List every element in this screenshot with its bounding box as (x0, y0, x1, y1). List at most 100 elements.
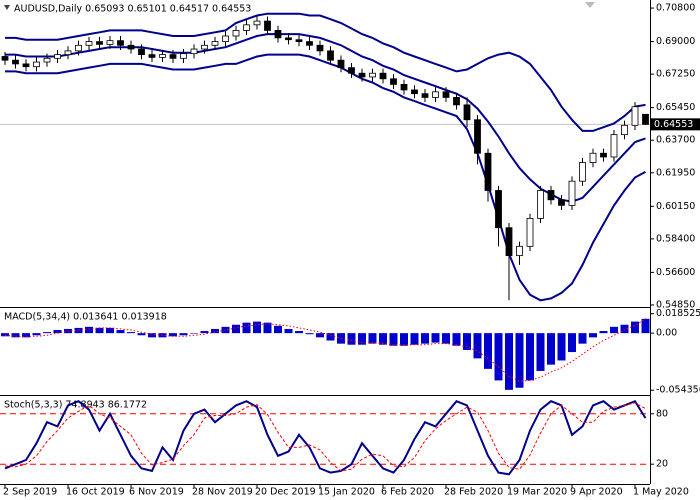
x-tick-label: 16 Oct 2019 (66, 487, 125, 498)
candle-body (43, 57, 51, 63)
x-tick-label: 20 Dec 2019 (255, 487, 316, 498)
macd-bar (1, 333, 9, 337)
y-tick-label: 0.00 (656, 328, 677, 339)
panel-title: AUDUSD,Daily 0.65093 0.65101 0.64517 0.6… (14, 4, 251, 15)
candle-body (337, 59, 345, 69)
macd-bar (274, 325, 282, 334)
candle-body (22, 63, 30, 68)
x-tick-label: 6 Nov 2019 (129, 487, 184, 498)
macd-bar (473, 333, 482, 359)
y-tick-label: 0.56600 (656, 267, 695, 278)
candle-body (621, 124, 628, 136)
candle-body (547, 190, 555, 201)
candle-body (190, 48, 198, 55)
macd-bar (610, 326, 618, 334)
candle-body (285, 37, 292, 41)
candle-body (558, 199, 565, 206)
candle-body (642, 113, 649, 125)
macd-bar (620, 324, 629, 334)
candle-body (537, 190, 544, 219)
candle-body (148, 54, 156, 58)
macd-bar (568, 333, 576, 353)
y-tick-label: 0.018525 (656, 308, 700, 319)
macd-bar (11, 333, 20, 338)
bollinger-band (5, 33, 646, 203)
x-tick-label: 6 Feb 2020 (381, 487, 434, 498)
candle-body (516, 245, 523, 257)
macd-bar (74, 327, 83, 334)
candle-body (358, 72, 366, 78)
candle-body (274, 30, 282, 39)
macd-bar (232, 324, 240, 334)
macd-bar (137, 333, 146, 336)
candle-body (484, 152, 492, 191)
candle-body (180, 53, 187, 59)
candle-body (348, 67, 355, 74)
candle-body (316, 44, 324, 52)
macd-bar (148, 333, 156, 338)
candle-body (327, 50, 334, 61)
macd-bar (515, 333, 524, 388)
macd-bar (253, 321, 261, 334)
candle-body (526, 218, 534, 247)
y-tick-label: -0.054356 (656, 385, 700, 396)
macd-bar (484, 333, 492, 369)
candle-body (201, 44, 208, 50)
shift-marker (585, 2, 595, 8)
macd-bar (536, 333, 545, 371)
last-price-label: 0.64553 (654, 119, 693, 130)
macd-bar (389, 333, 398, 346)
macd-bar (22, 333, 30, 338)
candle-body (96, 41, 103, 45)
candle-body (421, 93, 429, 98)
x-tick-label: 28 Nov 2019 (192, 487, 253, 498)
macd-bar (599, 331, 608, 334)
candle-body (75, 44, 82, 52)
macd-bar (379, 333, 387, 345)
y-tick-label: 20 (656, 459, 668, 470)
macd-bar (263, 322, 272, 334)
candle-body (474, 119, 481, 154)
y-tick-label: 0.69000 (656, 36, 695, 47)
panel-title: MACD(5,34,4) 0.013641 0.013918 (4, 312, 167, 323)
candle-body (495, 190, 502, 229)
candle-body (169, 54, 177, 59)
x-tick-label: 15 Jan 2020 (318, 487, 375, 498)
candle-body (463, 104, 471, 121)
candle-body (505, 227, 513, 257)
macd-bar (190, 333, 198, 334)
macd-bar (557, 333, 566, 361)
candle-body (411, 89, 418, 95)
candle-body (211, 41, 219, 46)
y-tick-label: 80 (656, 408, 668, 419)
candle-body (453, 97, 460, 106)
macd-bar (547, 333, 555, 365)
macd-bar (578, 333, 587, 344)
x-tick-label: 2 Sep 2019 (3, 487, 57, 498)
macd-bar (589, 333, 597, 338)
macd-bar (211, 328, 219, 334)
macd-bar (32, 333, 41, 336)
candle-body (222, 35, 229, 42)
macd-bar (53, 330, 62, 334)
macd-bar (358, 333, 366, 345)
candle-body (64, 50, 72, 56)
candle-body (106, 40, 114, 45)
candle-body (1, 56, 9, 61)
x-tick-label: 9 Apr 2020 (570, 487, 623, 498)
bollinger-band (5, 12, 646, 132)
macd-bar (95, 327, 104, 334)
macd-bar (526, 333, 534, 381)
symbol-icon (4, 5, 10, 10)
candle-body (138, 48, 145, 56)
candle-body (306, 41, 313, 46)
candle-body (12, 59, 19, 65)
candle-body (369, 72, 376, 78)
candle-body (243, 24, 250, 31)
macd-bar (295, 331, 303, 334)
macd-bar (85, 326, 93, 334)
macd-bar (347, 333, 356, 345)
